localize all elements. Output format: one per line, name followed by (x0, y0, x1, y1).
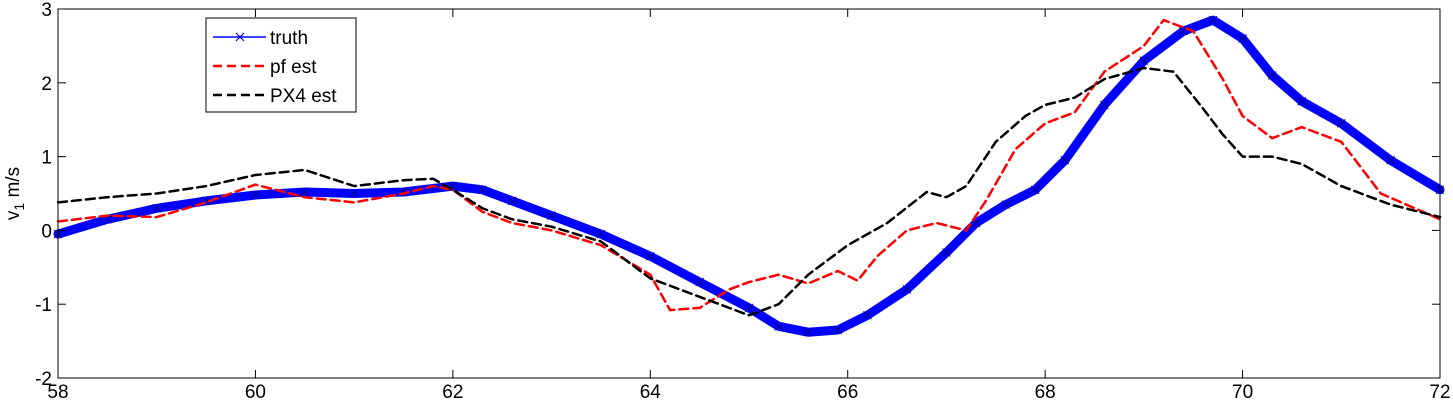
x-tick-label-5: 68 (1035, 382, 1056, 403)
truth-point-16 (774, 321, 783, 331)
y-axis-label-subscript: 1 (11, 203, 27, 211)
truth-point-24 (1030, 185, 1040, 195)
y-tick-label-3: 1 (41, 148, 52, 169)
y-tick-label-2: 0 (41, 221, 52, 242)
truth-point-9 (478, 185, 487, 195)
truth-point-14 (695, 277, 704, 287)
y-axis-label: v1 m/s (3, 167, 27, 220)
truth-point-27 (1139, 56, 1149, 66)
truth-point-32 (1297, 96, 1307, 106)
truth-point-4 (251, 190, 260, 200)
y-tick-label-1: -1 (35, 295, 52, 316)
truth-point-29 (1208, 15, 1218, 25)
x-tick-label-3: 64 (640, 382, 662, 403)
series-line-pf-est (56, 18, 1442, 312)
truth-point-18 (833, 325, 843, 335)
truth-point-25 (1060, 155, 1070, 165)
truth-point-23 (1001, 200, 1011, 209)
truth-point-10 (507, 196, 517, 206)
truth-point-12 (596, 229, 606, 239)
y-axis-label-main: v (3, 210, 24, 220)
legend-label-2: PX4 est (270, 86, 337, 107)
plot-frame (57, 8, 1441, 379)
truth-point-21 (942, 248, 951, 257)
x-tick-label-4: 66 (837, 382, 858, 403)
legend: truth pf est PX4 est (205, 17, 357, 113)
series-layer (53, 15, 1445, 337)
truth-point-34 (1386, 155, 1395, 165)
legend-marker-b (235, 32, 245, 42)
truth-point-33 (1336, 119, 1346, 128)
truth-point-20 (902, 285, 912, 294)
series-line-truth (53, 15, 1445, 337)
truth-point-13 (645, 251, 655, 261)
truth-point-5 (300, 187, 310, 197)
series-line-px4-est (56, 66, 1442, 317)
x-tick-label-0: 58 (47, 382, 68, 403)
x-tick-label-7: 72 (1429, 382, 1450, 403)
legend-label-1: pf est (270, 57, 317, 78)
truth-point-19 (863, 310, 872, 320)
x-tick-label-1: 60 (245, 382, 266, 403)
truth-point-15 (744, 303, 754, 313)
x-tick-label-6: 70 (1232, 382, 1253, 403)
truth-point-2 (152, 203, 162, 213)
y-tick-label-0: -2 (35, 369, 52, 390)
truth-point-31 (1267, 71, 1277, 80)
truth-point-26 (1100, 100, 1109, 110)
axes-layer: 58 60 62 64 66 68 70 72 -2 -1 0 1 2 3 (35, 0, 1450, 403)
truth-point-30 (1238, 34, 1247, 43)
truth-point-11 (547, 211, 556, 220)
truth-point-6 (349, 189, 359, 198)
y-axis-label-unit: m/s (3, 167, 24, 203)
legend-label-0: truth (270, 28, 308, 49)
x-tick-label-2: 62 (442, 382, 463, 403)
y-tick-label-4: 2 (41, 74, 52, 95)
y-tick-label-5: 3 (41, 0, 52, 21)
truth-point-17 (803, 327, 813, 337)
